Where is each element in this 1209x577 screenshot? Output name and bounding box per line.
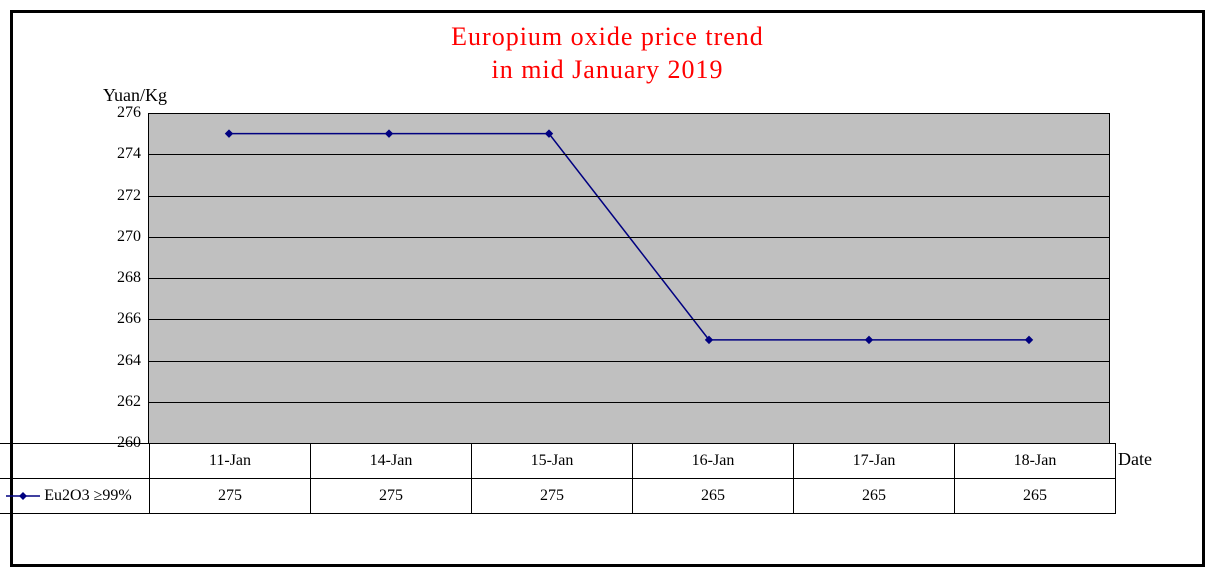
y-axis-label: Yuan/Kg (103, 85, 167, 106)
y-tick-label: 264 (117, 352, 141, 370)
gridline (149, 402, 1109, 403)
legend-label: Eu2O3 ≥99% (44, 487, 131, 504)
gridline (149, 278, 1109, 279)
category-cell: 11-Jan (150, 444, 311, 479)
value-cell: 275 (472, 479, 633, 514)
category-cell: 16-Jan (633, 444, 794, 479)
gridline (149, 113, 1109, 114)
gridline (149, 319, 1109, 320)
y-tick-label: 274 (117, 145, 141, 163)
y-tick-label: 268 (117, 269, 141, 287)
category-cell: 14-Jan (311, 444, 472, 479)
category-cell: 15-Jan (472, 444, 633, 479)
chart-frame: Europium oxide price trend in mid Januar… (10, 10, 1205, 567)
y-tick-label: 276 (117, 104, 141, 122)
y-tick-label: 266 (117, 310, 141, 328)
table-corner-cell (0, 444, 150, 479)
category-cell: 18-Jan (955, 444, 1116, 479)
y-tick-label: 270 (117, 228, 141, 246)
gridline (149, 196, 1109, 197)
table-row: Eu2O3 ≥99%275275275265265265 (0, 479, 1116, 514)
y-tick-label: 272 (117, 187, 141, 205)
chart-title-line2: in mid January 2019 (13, 54, 1202, 87)
value-cell: 275 (311, 479, 472, 514)
gridline (149, 361, 1109, 362)
chart-title-line1: Europium oxide price trend (13, 21, 1202, 54)
y-tick-label: 262 (117, 393, 141, 411)
gridline (149, 154, 1109, 155)
gridline (149, 237, 1109, 238)
value-cell: 265 (955, 479, 1116, 514)
legend-marker (6, 490, 40, 502)
x-axis-label: Date (1118, 449, 1152, 470)
category-cell: 17-Jan (794, 444, 955, 479)
table-row: 11-Jan14-Jan15-Jan16-Jan17-Jan18-Jan (0, 444, 1116, 479)
chart-title-block: Europium oxide price trend in mid Januar… (13, 21, 1202, 86)
value-cell: 265 (633, 479, 794, 514)
value-cell: 275 (150, 479, 311, 514)
data-table: 11-Jan14-Jan15-Jan16-Jan17-Jan18-Jan Eu2… (0, 443, 1116, 514)
plot-area: 260262264266268270272274276 (148, 113, 1110, 444)
value-cell: 265 (794, 479, 955, 514)
legend-cell: Eu2O3 ≥99% (0, 479, 150, 514)
